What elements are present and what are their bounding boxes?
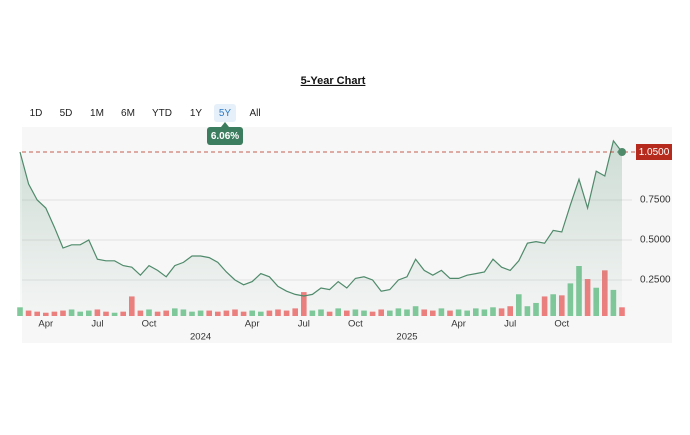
change-badge (207, 127, 243, 145)
x-tick-label: Jul (298, 319, 310, 330)
range-button[interactable]: 1M (90, 108, 104, 119)
range-button-active-bg (214, 104, 236, 122)
y-tick-label: 0.5000 (640, 235, 671, 246)
x-tick-label: Apr (245, 319, 260, 330)
x-tick-label: Oct (348, 319, 363, 330)
range-button[interactable]: YTD (152, 108, 172, 119)
chart-title: 5-Year Chart (301, 75, 366, 87)
reference-label: 1.0500 (639, 147, 670, 158)
price-area (20, 140, 622, 316)
change-badge-text: 6.06% (211, 131, 239, 142)
range-button[interactable]: 5D (60, 108, 73, 119)
price-line (19, 139, 623, 297)
range-button[interactable]: 5Y (219, 108, 232, 119)
range-button[interactable]: All (249, 108, 260, 119)
range-button[interactable]: 1Y (190, 108, 203, 119)
last-point (618, 148, 626, 156)
x-tick-label: Jul (504, 319, 516, 330)
x-tick-label: Apr (451, 319, 466, 330)
x-year-label: 2024 (190, 332, 211, 343)
range-button[interactable]: 6M (121, 108, 135, 119)
x-tick-label: Jul (91, 319, 103, 330)
y-tick-label: 0.7500 (640, 195, 671, 206)
x-tick-label: Oct (142, 319, 157, 330)
range-button[interactable]: 1D (30, 108, 43, 119)
reference-label-bg (636, 144, 672, 160)
x-year-label: 2025 (396, 332, 417, 343)
badge-pointer (221, 122, 229, 127)
x-tick-label: Oct (554, 319, 569, 330)
x-tick-label: Apr (38, 319, 53, 330)
y-tick-label: 0.2500 (640, 275, 671, 286)
